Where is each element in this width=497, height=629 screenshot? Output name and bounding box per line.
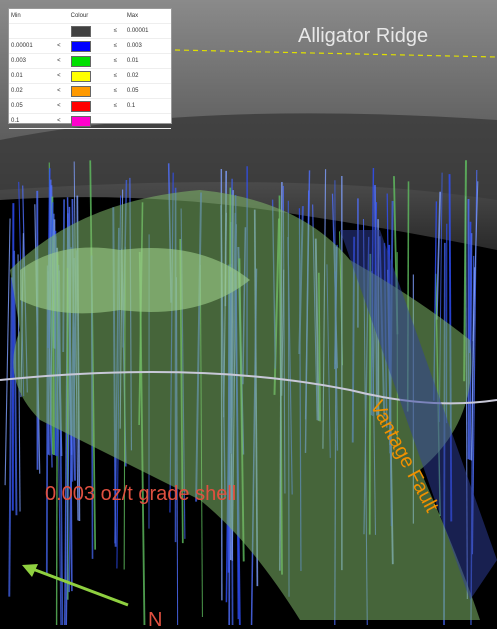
legend-op1: < bbox=[55, 83, 69, 99]
legend-min: 0.003 bbox=[9, 53, 56, 69]
legend-table: Min Colour Max ≤0.00001 0.00001 < ≤0.003 0.003… bbox=[9, 9, 171, 129]
legend-min: 0.1 bbox=[9, 113, 56, 129]
legend-row: ≤0.00001 bbox=[9, 23, 171, 39]
legend-max: 0.00001 bbox=[124, 23, 171, 39]
legend-min: 0.05 bbox=[9, 98, 56, 114]
legend-min: 0.01 bbox=[9, 68, 56, 84]
legend-op1: < bbox=[55, 38, 69, 54]
legend-swatch bbox=[70, 85, 91, 97]
north-arrow bbox=[29, 566, 129, 607]
drillhole bbox=[468, 221, 472, 353]
legend-header-cell: Min bbox=[9, 9, 56, 24]
legend-row: 0.003 < ≤0.01 bbox=[9, 53, 171, 69]
legend-swatch bbox=[70, 55, 91, 67]
legend-op2: ≤ bbox=[111, 53, 125, 69]
legend-swatch bbox=[70, 25, 91, 37]
legend-swatch-cell bbox=[68, 38, 112, 54]
legend-row: 0.02 < ≤0.05 bbox=[9, 83, 171, 99]
spacer bbox=[111, 9, 125, 24]
legend-swatch bbox=[70, 115, 91, 127]
legend-max: 0.05 bbox=[124, 83, 171, 99]
legend-op1: < bbox=[55, 68, 69, 84]
legend-op1: < bbox=[55, 53, 69, 69]
legend-row: 0.1 < bbox=[9, 113, 171, 129]
legend-max: 0.003 bbox=[124, 38, 171, 54]
legend-empty bbox=[55, 23, 69, 39]
legend-swatch bbox=[70, 100, 91, 112]
legend-op2: ≤ bbox=[111, 23, 125, 39]
legend-max: 0.01 bbox=[124, 53, 171, 69]
legend-empty bbox=[111, 113, 125, 129]
surface-line bbox=[0, 371, 497, 405]
drillhole bbox=[8, 277, 13, 597]
legend-op1: < bbox=[55, 113, 69, 129]
drillhole bbox=[469, 233, 473, 460]
shell-label: 0.003 oz/t grade shell bbox=[45, 483, 236, 505]
legend-header-cell: Max bbox=[124, 9, 171, 24]
legend-op2: ≤ bbox=[111, 38, 125, 54]
legend-swatch bbox=[70, 70, 91, 82]
legend-swatch-cell bbox=[68, 23, 112, 39]
legend-header-cell: Colour bbox=[68, 9, 112, 24]
north-label: N bbox=[148, 609, 162, 629]
legend-row: 0.01 < ≤0.02 bbox=[9, 68, 171, 84]
drillhole bbox=[4, 218, 11, 486]
legend-min: 0.02 bbox=[9, 83, 56, 99]
legend-op1: < bbox=[55, 98, 69, 114]
fault-plane bbox=[340, 230, 497, 600]
legend-min: 0.00001 bbox=[9, 38, 56, 54]
ridge-label: Alligator Ridge bbox=[298, 25, 428, 47]
drillhole bbox=[435, 191, 442, 320]
legend-op2: ≤ bbox=[111, 83, 125, 99]
legend-swatch-cell bbox=[68, 68, 112, 84]
legend-swatch bbox=[70, 40, 91, 52]
legend-swatch-cell bbox=[68, 98, 112, 114]
legend-empty bbox=[124, 113, 171, 129]
north-arrowhead bbox=[22, 564, 38, 577]
drillhole bbox=[472, 181, 479, 342]
legend-swatch-cell bbox=[68, 53, 112, 69]
drillhole bbox=[11, 203, 15, 511]
legend-empty bbox=[9, 23, 56, 39]
legend-header: Min Colour Max bbox=[9, 9, 171, 24]
legend-op2: ≤ bbox=[111, 98, 125, 114]
legend-op2: ≤ bbox=[111, 68, 125, 84]
grade-shell-top bbox=[20, 247, 250, 314]
legend-row: 0.05 < ≤0.1 bbox=[9, 98, 171, 114]
legend-swatch-cell bbox=[68, 113, 112, 129]
legend-swatch-cell bbox=[68, 83, 112, 99]
legend-max: 0.1 bbox=[124, 98, 171, 114]
spacer bbox=[55, 9, 69, 24]
legend: Min Colour Max ≤0.00001 0.00001 < ≤0.003 0.003… bbox=[8, 8, 172, 129]
legend-row: 0.00001 < ≤0.003 bbox=[9, 38, 171, 54]
legend-max: 0.02 bbox=[124, 68, 171, 84]
